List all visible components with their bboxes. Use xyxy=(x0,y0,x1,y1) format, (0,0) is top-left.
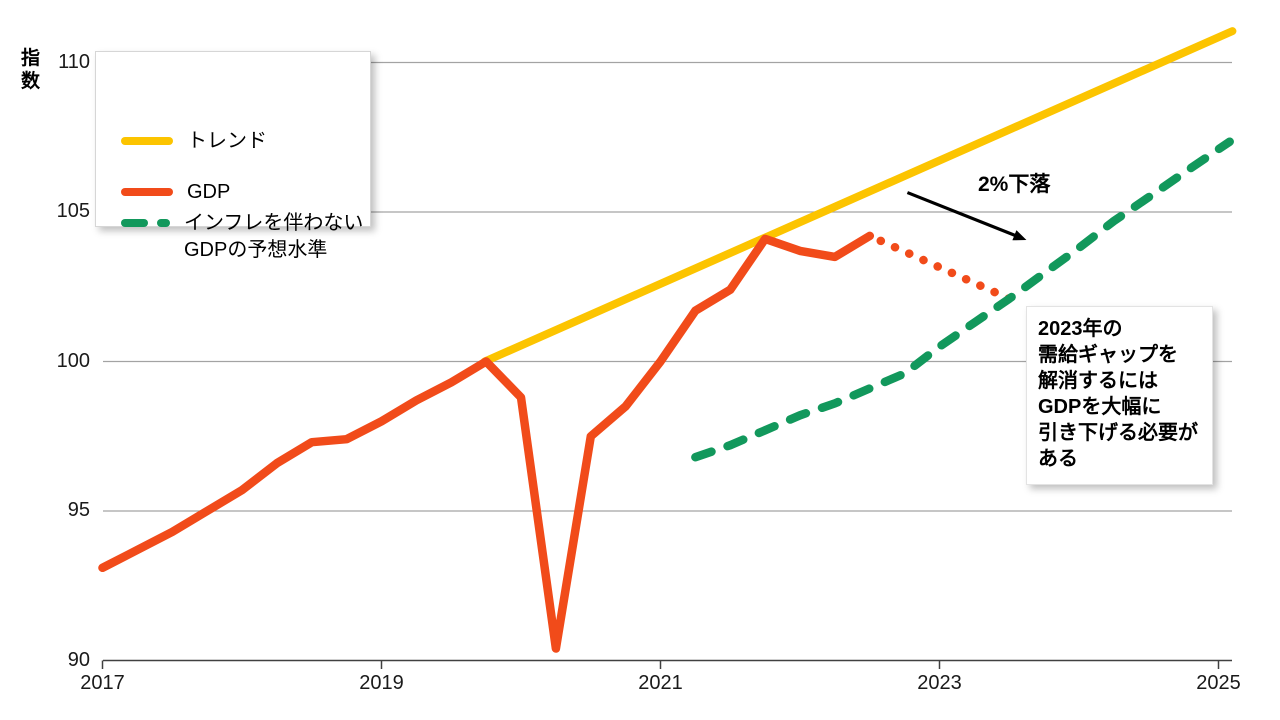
y-tick-label: 105 xyxy=(56,200,90,222)
y-tick-label: 110 xyxy=(58,50,90,73)
drop-annotation-label: 2%下落 xyxy=(978,173,1051,196)
y-tick-label: 100 xyxy=(56,349,90,372)
x-tick-label: 2025 xyxy=(1196,672,1241,694)
x-tick-label: 2019 xyxy=(359,672,404,694)
trend-line xyxy=(480,27,1237,366)
trend-line-swatch xyxy=(121,137,173,145)
x-tick-label: 2021 xyxy=(638,672,683,694)
legend-item-gdp: GDP xyxy=(121,179,230,206)
y-tick-label: 90 xyxy=(67,648,90,671)
legend-item-trend: トレンド xyxy=(121,128,267,155)
gdp-projection-line xyxy=(865,231,1014,303)
drop-arrow xyxy=(906,191,1027,241)
legend-label-expected-gdp: インフレを伴わない GDPの予想水準 xyxy=(184,212,364,261)
y-axis-title: 指数 xyxy=(21,48,41,92)
gap-annotation-box: 2023年の 需給ギャップを 解消するには GDPを大幅に 引き下げる必要が あ… xyxy=(1026,306,1213,485)
x-tick-label: 2023 xyxy=(917,672,962,694)
gdp-line xyxy=(98,231,875,653)
y-tick-label: 95 xyxy=(67,499,90,521)
expected-gdp-line xyxy=(691,137,1234,462)
legend-label-trend: トレンド xyxy=(187,130,267,152)
legend: トレンド GDP インフレを伴わない GDPの予想水準 xyxy=(95,51,371,261)
expected-gdp-line-swatch xyxy=(121,219,170,227)
legend-label-gdp: GDP xyxy=(187,181,231,203)
gdp-line-swatch xyxy=(121,188,173,196)
x-tick-label: 2017 xyxy=(80,672,125,694)
legend-item-expected-gdp: インフレを伴わない GDPの予想水準 xyxy=(121,210,363,264)
